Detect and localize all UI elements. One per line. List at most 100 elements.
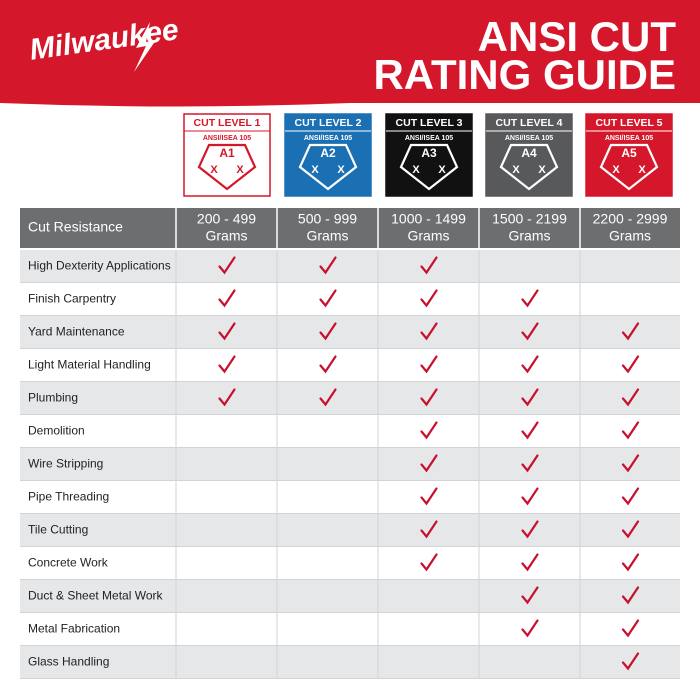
row-bg — [20, 481, 680, 513]
row-bg — [20, 646, 680, 678]
logo-bolt — [134, 22, 156, 72]
badge-shield — [298, 143, 358, 191]
check-mark — [218, 355, 236, 374]
column-unit: Grams — [307, 228, 349, 244]
badge-shield — [499, 143, 559, 191]
check-mark — [521, 421, 539, 440]
badge-mark: X — [612, 164, 620, 176]
header-wave — [0, 99, 700, 107]
column-unit: Grams — [609, 228, 651, 244]
title-line: ANSI CUT — [478, 13, 677, 60]
check-mark — [621, 586, 640, 605]
row-bg — [20, 547, 680, 579]
check-mark — [319, 256, 337, 275]
badge-label: CUT LEVEL 5 — [596, 117, 663, 129]
check-mark — [319, 289, 337, 308]
row-label: Tile Cutting — [28, 523, 88, 537]
row-bg — [20, 415, 680, 447]
badge-mark: X — [337, 164, 345, 176]
check-mark — [521, 619, 539, 638]
check-mark — [621, 619, 640, 638]
badge-standard: ANSI/ISEA 105 — [505, 135, 553, 142]
check-mark — [621, 520, 640, 539]
check-mark — [420, 355, 438, 374]
check-mark — [521, 289, 539, 308]
check-mark — [521, 487, 539, 506]
column-range: 200 - 499 — [197, 211, 256, 227]
badge-mark: X — [412, 164, 420, 176]
row-bg — [20, 514, 680, 546]
badge-mark: X — [311, 164, 319, 176]
badge-code: A1 — [219, 146, 235, 160]
check-mark — [621, 355, 640, 374]
table-header: Cut Resistance — [28, 219, 123, 235]
row-label: Metal Fabrication — [28, 622, 120, 636]
check-mark — [420, 388, 438, 407]
table-header-bg — [20, 208, 680, 248]
row-label: High Dexterity Applications — [28, 259, 171, 273]
badge-code: A4 — [521, 146, 537, 160]
title-line: RATING GUIDE — [373, 51, 676, 98]
check-mark — [621, 487, 640, 506]
badge — [485, 113, 573, 197]
column-range: 2200 - 2999 — [593, 211, 668, 227]
badge — [183, 113, 271, 197]
check-mark — [420, 553, 438, 572]
badge-label: CUT LEVEL 2 — [295, 117, 362, 129]
badge-shield — [399, 143, 459, 191]
badge — [385, 113, 473, 197]
check-mark — [420, 520, 438, 539]
column-range: 1500 - 2199 — [492, 211, 567, 227]
check-mark — [521, 553, 539, 572]
badge-label: CUT LEVEL 4 — [496, 117, 563, 129]
badge-mark: X — [210, 164, 218, 176]
row-bg — [20, 316, 680, 348]
check-mark — [218, 388, 236, 407]
check-mark — [420, 421, 438, 440]
row-bg — [20, 448, 680, 480]
row-label: Yard Maintenance — [28, 325, 125, 339]
check-mark — [420, 487, 438, 506]
check-mark — [521, 355, 539, 374]
check-mark — [621, 652, 640, 671]
check-mark — [521, 520, 539, 539]
badge-code: A5 — [621, 146, 637, 160]
check-mark — [621, 553, 640, 572]
badge-shield — [599, 143, 659, 191]
check-mark — [621, 322, 640, 341]
row-label: Glass Handling — [28, 655, 109, 669]
badge-label: CUT LEVEL 3 — [396, 117, 463, 129]
badge-standard: ANSI/ISEA 105 — [304, 135, 352, 142]
badge — [585, 113, 673, 197]
check-mark — [319, 388, 337, 407]
row-label: Wire Stripping — [28, 457, 103, 471]
row-bg — [20, 580, 680, 612]
check-mark — [319, 355, 337, 374]
row-label: Finish Carpentry — [28, 292, 116, 306]
check-mark — [420, 256, 438, 275]
check-mark — [420, 289, 438, 308]
badge-mark: X — [638, 164, 646, 176]
check-mark — [420, 454, 438, 473]
column-unit: Grams — [509, 228, 551, 244]
badge-shield — [197, 143, 257, 191]
check-mark — [621, 421, 640, 440]
row-label: Pipe Threading — [28, 490, 109, 504]
badge-standard: ANSI/ISEA 105 — [605, 135, 653, 142]
check-mark — [521, 454, 539, 473]
row-bg — [20, 613, 680, 645]
row-bg — [20, 382, 680, 414]
column-range: 1000 - 1499 — [391, 211, 466, 227]
check-mark — [621, 388, 640, 407]
row-label: Duct & Sheet Metal Work — [28, 589, 163, 603]
check-mark — [218, 289, 236, 308]
check-mark — [218, 256, 236, 275]
check-mark — [521, 586, 539, 605]
badge-mark: X — [236, 164, 244, 176]
row-bg — [20, 250, 680, 282]
header-band — [0, 0, 700, 103]
check-mark — [319, 322, 337, 341]
badge-mark: X — [438, 164, 446, 176]
check-mark — [218, 322, 236, 341]
